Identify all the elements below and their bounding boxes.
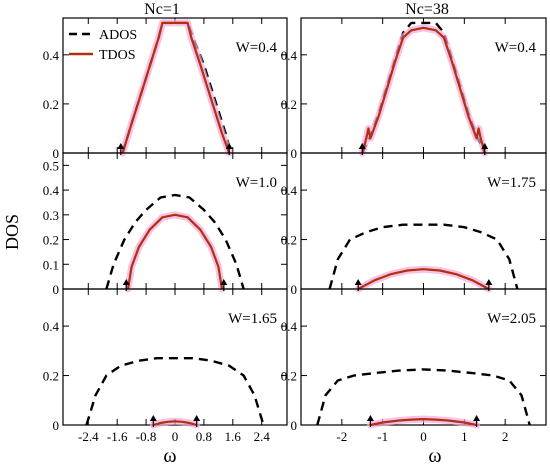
panel-5: 0 0.2 0.4 -2.4 -1.6 -0.8 0 0.8 1.6 2.4 W=1.65: [43, 288, 288, 444]
ytick-label: 0.4: [43, 319, 60, 334]
panel-frame: [300, 288, 547, 426]
tdos-glow: [358, 24, 489, 157]
xtick-label: 1.6: [225, 429, 242, 444]
arrow-head: [358, 143, 366, 149]
panel-frame: [300, 17, 547, 154]
ytick-label: 0.4: [281, 319, 298, 334]
xtick-label: 0: [172, 429, 179, 444]
ados-line: [105, 193, 245, 290]
ados-line: [121, 21, 233, 154]
ytick-label: 0.4: [281, 48, 298, 63]
arrow-head: [225, 143, 233, 149]
ytick-label: 0.2: [281, 369, 297, 384]
xtick-label: -2.4: [78, 429, 99, 444]
arrow-head: [473, 415, 481, 421]
ytick-label: 0: [53, 418, 60, 433]
arrow-head: [354, 279, 362, 285]
tdos-line: [121, 21, 231, 154]
panel-3: 0 0.1 0.2 0.3 0.4 0.5 W=1.0: [43, 152, 288, 297]
tdos-glow: [119, 19, 233, 157]
xtick-label: -1.6: [107, 429, 128, 444]
arrow-head: [117, 143, 125, 149]
panel-frame: [62, 152, 288, 290]
ytick-label: 0: [53, 282, 60, 297]
panel-frame: [62, 17, 288, 154]
ytick-label: 0.3: [43, 208, 59, 223]
xtick-label: -1: [377, 429, 388, 444]
ytick-label: 0.2: [43, 233, 59, 248]
xlabel-left: ω: [163, 445, 176, 467]
tdos-line: [153, 420, 197, 427]
ytick-label: 0.2: [281, 233, 297, 248]
panel-annotation: W=1.0: [236, 175, 277, 191]
legend: ADOS TDOS: [69, 28, 137, 63]
panel-2: 0 0.2 0.4 W=0.4: [281, 17, 547, 161]
tdos-line: [361, 26, 486, 154]
ytick-label: 0.4: [281, 183, 298, 198]
figure-ylabel: DOS: [2, 214, 22, 250]
arrow-head: [220, 279, 228, 285]
arrow-head: [193, 415, 201, 421]
ytick-label: 0.4: [43, 183, 60, 198]
panel-annotation: W=0.4: [236, 40, 278, 56]
ytick-label: 0.5: [43, 158, 59, 173]
panel-4: 0 0.2 0.4 W=1.75: [281, 152, 547, 297]
legend-ados-label: ADOS: [99, 28, 137, 43]
xtick-label: 2: [502, 429, 509, 444]
arrow-head: [481, 143, 489, 149]
ytick-label: 0: [291, 418, 298, 433]
xtick-label: -0.8: [136, 429, 157, 444]
tdos-line: [370, 418, 477, 427]
xtick-label: 1: [461, 429, 468, 444]
ytick-label: 0.2: [43, 369, 59, 384]
xtick-label: 0.8: [196, 429, 212, 444]
arrow-head: [485, 279, 493, 285]
ytick-label: 0.2: [281, 97, 297, 112]
tdos-line: [126, 213, 224, 290]
column-title-left: Nc=1: [144, 1, 180, 18]
panel-6: 0 0.2 0.4 -2 -1 0 1 2 W=2.05: [281, 288, 547, 444]
xlabel-right: ω: [428, 445, 441, 467]
ados-line: [85, 357, 265, 426]
tdos-line: [357, 268, 490, 290]
arrow-head: [149, 415, 157, 421]
ados-line: [361, 21, 486, 154]
arrow-head: [366, 415, 374, 421]
ytick-label: 0.4: [43, 48, 60, 63]
xtick-label: -2: [336, 429, 347, 444]
column-title-right: Nc=38: [405, 1, 449, 18]
ados-line: [328, 223, 519, 290]
ytick-label: 0: [291, 146, 298, 161]
ytick-label: 0.1: [43, 257, 59, 272]
panel-annotation: W=2.05: [487, 311, 536, 327]
tdos-glow: [124, 211, 226, 293]
arrow-head: [122, 279, 130, 285]
ytick-label: 0: [53, 146, 60, 161]
panel-annotation: W=0.4: [495, 40, 537, 56]
ados-line: [316, 368, 531, 426]
xtick-label: 2.4: [254, 429, 271, 444]
xtick-label: 0: [420, 429, 427, 444]
ytick-label: 0.2: [43, 97, 59, 112]
panel-annotation: W=1.65: [228, 311, 277, 327]
legend-tdos-label: TDOS: [99, 48, 136, 63]
ytick-label: 0: [291, 282, 298, 297]
panel-1: 0 0.2 0.4 W=0.4: [43, 17, 288, 161]
panel-annotation: W=1.75: [487, 175, 536, 191]
